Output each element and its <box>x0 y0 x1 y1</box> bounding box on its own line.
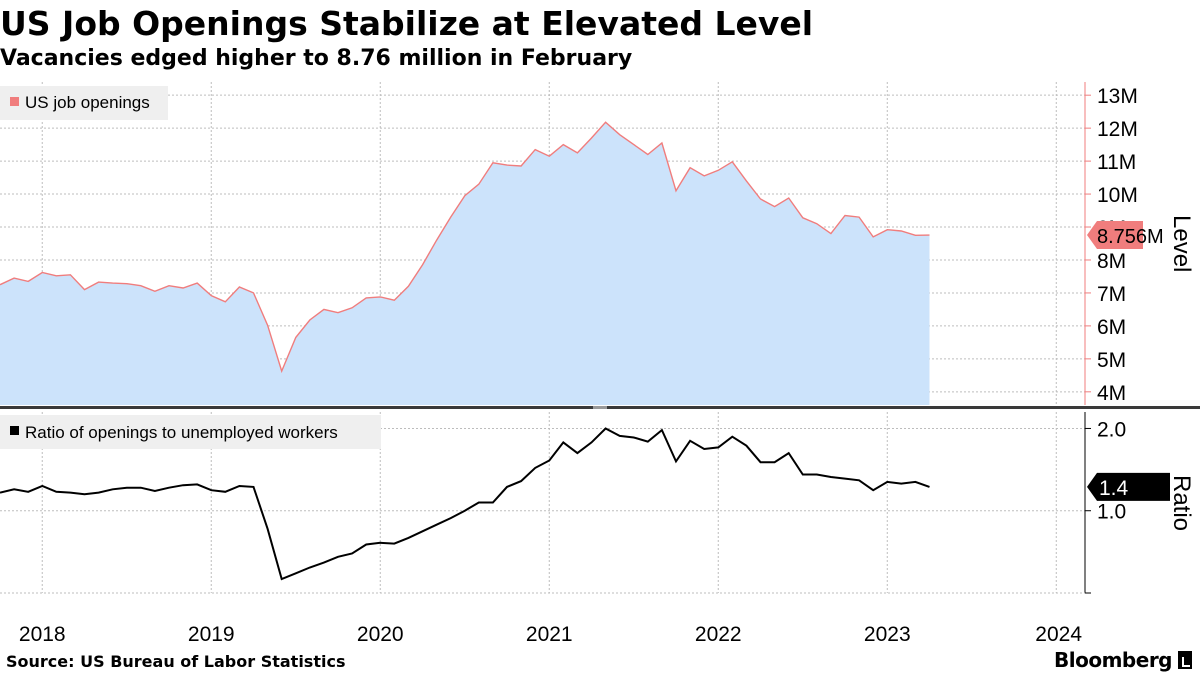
chart-icon <box>1178 651 1192 669</box>
top-tick-label-10M: 10M <box>1097 184 1138 207</box>
chart-title: US Job Openings Stabilize at Elevated Le… <box>0 4 814 43</box>
top-tick-label-6M: 6M <box>1097 316 1126 339</box>
top-tick-label-12M: 12M <box>1097 118 1138 141</box>
ratio-last-value-tag: 1.4 <box>1087 472 1170 501</box>
openings-legend: US job openings <box>0 86 168 120</box>
openings-axis-title: Level <box>1168 215 1195 272</box>
ratio-legend-swatch <box>10 426 19 435</box>
bottom-tick-label-1.0: 1.0 <box>1097 501 1126 524</box>
brand-name: Bloomberg <box>1054 648 1172 672</box>
openings-last-value: 8.756M <box>1097 226 1164 248</box>
top-tick-label-11M: 11M <box>1097 151 1136 174</box>
ratio-axis-title: Ratio <box>1168 475 1195 531</box>
panel-resize-handle <box>593 406 607 409</box>
x-tick-label-2020: 2020 <box>357 623 404 646</box>
x-tick-label-2022: 2022 <box>695 623 742 646</box>
openings-legend-label: US job openings <box>25 93 150 112</box>
x-tick-label-2019: 2019 <box>188 623 235 646</box>
top-tick-label-5M: 5M <box>1097 349 1126 372</box>
x-tick-label-2021: 2021 <box>526 623 573 646</box>
chart-subtitle: Vacancies edged higher to 8.76 million i… <box>0 46 633 71</box>
top-tick-label-8M: 8M <box>1097 250 1126 273</box>
openings-last-value-tag: 8.756M <box>1087 221 1164 250</box>
top-tick-label-4M: 4M <box>1097 382 1126 405</box>
top-tick-label-13M: 13M <box>1097 85 1138 108</box>
openings-legend-swatch <box>10 97 19 106</box>
ratio-legend-label: Ratio of openings to unemployed workers <box>25 423 338 442</box>
ratio-last-value-bg <box>1087 472 1170 501</box>
ratio-legend-box <box>0 415 381 449</box>
brand-logo: Bloomberg <box>1054 648 1192 672</box>
ratio-line <box>0 427 930 581</box>
x-tick-label-2018: 2018 <box>19 623 66 646</box>
openings-area <box>0 122 930 405</box>
x-tick-label-2023: 2023 <box>864 623 911 646</box>
openings-line <box>0 121 930 374</box>
ratio-last-value: 1.4 <box>1099 477 1129 500</box>
x-tick-label-2024: 2024 <box>1035 623 1082 646</box>
openings-legend-box <box>0 86 168 120</box>
source-note: Source: US Bureau of Labor Statistics <box>6 652 346 671</box>
top-tick-label-7M: 7M <box>1097 283 1126 306</box>
openings-last-value-bg <box>1087 221 1143 250</box>
bottom-tick-label-2.0: 2.0 <box>1097 418 1126 441</box>
ratio-legend: Ratio of openings to unemployed workers <box>0 415 381 449</box>
